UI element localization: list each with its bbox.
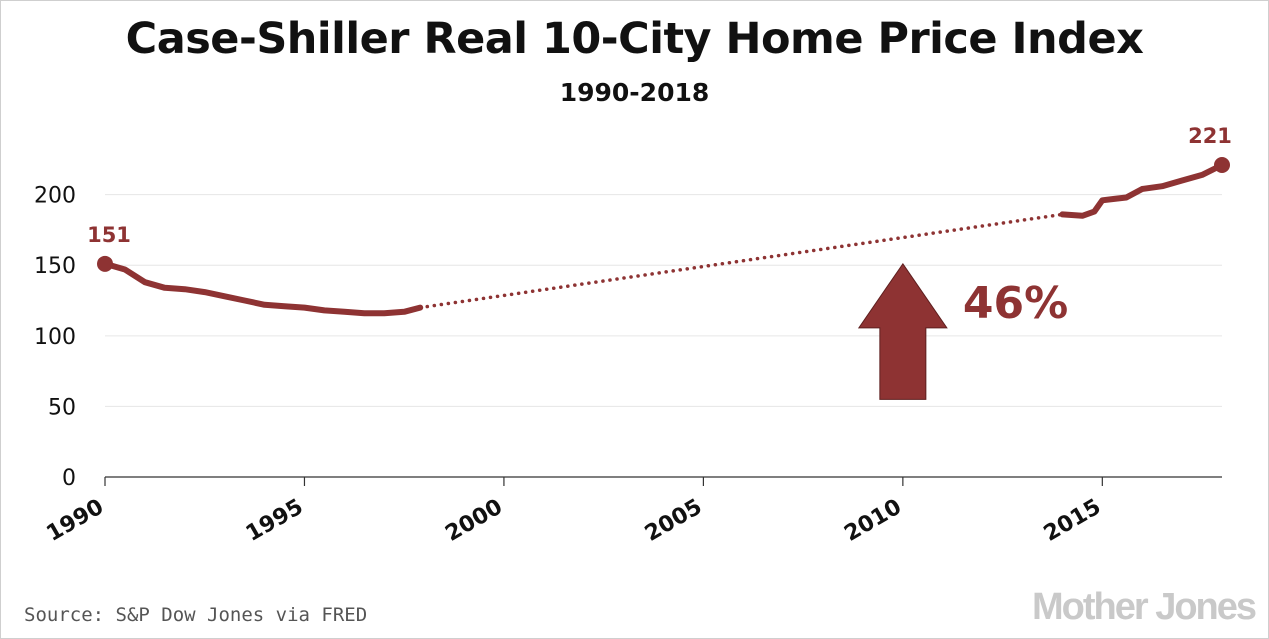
axes (104, 476, 1222, 486)
x-tick-label: 2015 (1040, 495, 1106, 547)
series-line-dotted (418, 212, 1065, 310)
series-line-solid (1059, 162, 1225, 219)
x-tick-label: 2005 (641, 495, 707, 547)
brand-logo: Mother Jones (1032, 586, 1257, 628)
series-lines: 151 221 (87, 124, 1232, 317)
chart-subtitle: 1990-2018 (559, 78, 710, 107)
endpoint-label: 151 (87, 223, 131, 247)
y-tick-label: 0 (62, 466, 76, 491)
y-tick-label: 100 (34, 325, 76, 350)
x-tick-label: 1995 (242, 495, 308, 547)
x-tick-label: 2010 (840, 495, 906, 547)
source-note: Source: S&P Dow Jones via FRED (24, 604, 368, 626)
percent-change-label: 46% (963, 278, 1068, 329)
y-tick-label: 50 (48, 395, 76, 420)
chart-title: Case-Shiller Real 10-City Home Price Ind… (125, 14, 1144, 64)
series-line-solid (102, 260, 424, 317)
tick-labels: 0 50 100 150 200 1990 1995 2000 2005 2010 2015 (34, 184, 1105, 547)
x-tick-label: 1990 (42, 495, 108, 547)
y-tick-label: 150 (34, 254, 76, 279)
endpoint-label: 221 (1188, 124, 1232, 148)
up-arrow-icon (857, 262, 948, 400)
gridlines (105, 194, 1222, 407)
annotation: 46% (857, 262, 1068, 400)
endpoint-marker (97, 255, 113, 272)
y-tick-label: 200 (34, 184, 76, 209)
x-tick-label: 2000 (441, 495, 507, 547)
endpoint-marker (1214, 157, 1230, 173)
